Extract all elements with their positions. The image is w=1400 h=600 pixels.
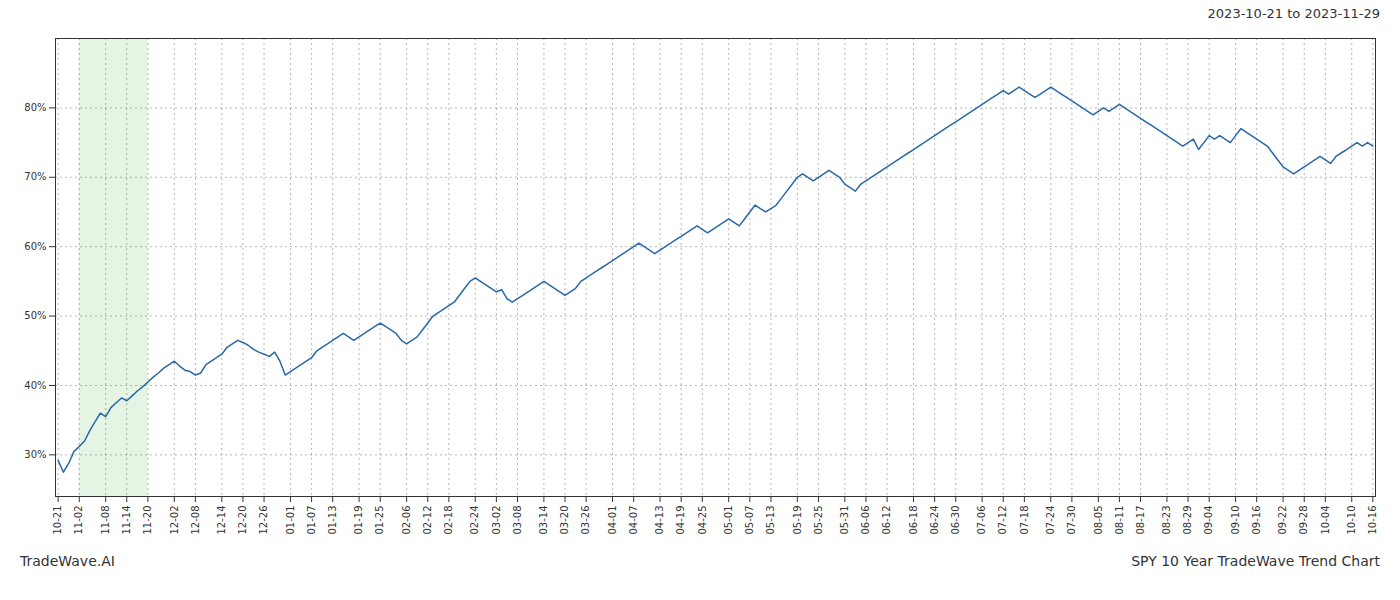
svg-text:12-26: 12-26 xyxy=(258,506,269,535)
svg-text:04-25: 04-25 xyxy=(697,506,708,535)
svg-text:06-30: 06-30 xyxy=(950,506,961,535)
svg-text:04-19: 04-19 xyxy=(675,506,686,535)
svg-text:08-29: 08-29 xyxy=(1182,506,1193,535)
svg-text:70%: 70% xyxy=(24,171,46,182)
svg-text:08-11: 08-11 xyxy=(1114,506,1125,535)
svg-text:11-08: 11-08 xyxy=(100,506,111,535)
svg-text:09-28: 09-28 xyxy=(1298,506,1309,535)
svg-text:05-07: 05-07 xyxy=(744,506,755,535)
svg-text:06-18: 06-18 xyxy=(908,506,919,535)
svg-text:60%: 60% xyxy=(24,241,46,252)
svg-text:03-20: 03-20 xyxy=(559,506,570,535)
svg-text:03-26: 03-26 xyxy=(580,506,591,535)
svg-text:05-13: 05-13 xyxy=(765,506,776,535)
svg-text:01-07: 01-07 xyxy=(306,506,317,535)
svg-text:03-02: 03-02 xyxy=(491,506,502,535)
svg-text:12-20: 12-20 xyxy=(237,506,248,535)
svg-text:07-18: 07-18 xyxy=(1019,506,1030,535)
svg-text:08-05: 08-05 xyxy=(1093,506,1104,535)
svg-text:10-21: 10-21 xyxy=(52,506,63,535)
svg-text:04-13: 04-13 xyxy=(654,506,665,535)
html-text:TradeWave.AI: TradeWave.AI xyxy=(20,553,115,569)
svg-text:01-13: 01-13 xyxy=(327,506,338,535)
svg-text:06-24: 06-24 xyxy=(929,506,940,535)
svg-text:02-18: 02-18 xyxy=(443,506,454,535)
svg-text:06-06: 06-06 xyxy=(860,506,871,535)
svg-text:03-08: 03-08 xyxy=(512,506,523,535)
svg-text:11-20: 11-20 xyxy=(142,506,153,535)
svg-text:11-02: 11-02 xyxy=(73,506,84,535)
svg-text:05-31: 05-31 xyxy=(839,506,850,535)
svg-text:08-23: 08-23 xyxy=(1161,506,1172,535)
svg-text:04-07: 04-07 xyxy=(628,506,639,535)
svg-text:10-16: 10-16 xyxy=(1367,506,1378,535)
svg-text:12-08: 12-08 xyxy=(190,506,201,535)
svg-text:04-01: 04-01 xyxy=(607,506,618,535)
html-text:SPY 10 Year TradeWave Trend Ch: SPY 10 Year TradeWave Trend Chart xyxy=(1131,553,1380,569)
html-text:2023-10-21 to 2023-11-29: 2023-10-21 to 2023-11-29 xyxy=(1207,5,1380,21)
svg-text:07-12: 07-12 xyxy=(997,506,1008,535)
svg-text:12-14: 12-14 xyxy=(216,506,227,535)
svg-text:09-10: 09-10 xyxy=(1230,506,1241,535)
svg-text:07-30: 07-30 xyxy=(1066,506,1077,535)
svg-text:30%: 30% xyxy=(24,449,46,460)
svg-text:08-17: 08-17 xyxy=(1135,506,1146,535)
svg-text:12-02: 12-02 xyxy=(169,506,180,535)
svg-text:05-01: 05-01 xyxy=(723,506,734,535)
svg-text:02-24: 02-24 xyxy=(469,506,480,535)
svg-text:10-10: 10-10 xyxy=(1346,506,1357,535)
svg-text:06-12: 06-12 xyxy=(881,506,892,535)
svg-text:07-06: 07-06 xyxy=(976,506,987,535)
svg-text:05-19: 05-19 xyxy=(792,506,803,535)
svg-text:01-19: 01-19 xyxy=(353,506,364,535)
svg-text:80%: 80% xyxy=(24,102,46,113)
svg-text:01-01: 01-01 xyxy=(285,506,296,535)
svg-text:40%: 40% xyxy=(24,380,46,391)
svg-text:09-16: 09-16 xyxy=(1251,506,1262,535)
svg-text:11-14: 11-14 xyxy=(121,506,132,535)
svg-text:07-24: 07-24 xyxy=(1045,506,1056,535)
svg-text:01-25: 01-25 xyxy=(374,506,385,535)
svg-text:10-04: 10-04 xyxy=(1320,506,1331,535)
svg-text:50%: 50% xyxy=(24,310,46,321)
svg-text:02-06: 02-06 xyxy=(401,506,412,535)
svg-text:09-04: 09-04 xyxy=(1203,506,1214,535)
svg-text:05-25: 05-25 xyxy=(813,506,824,535)
svg-text:09-22: 09-22 xyxy=(1277,506,1288,535)
svg-text:03-14: 03-14 xyxy=(538,506,549,535)
svg-text:02-12: 02-12 xyxy=(422,506,433,535)
